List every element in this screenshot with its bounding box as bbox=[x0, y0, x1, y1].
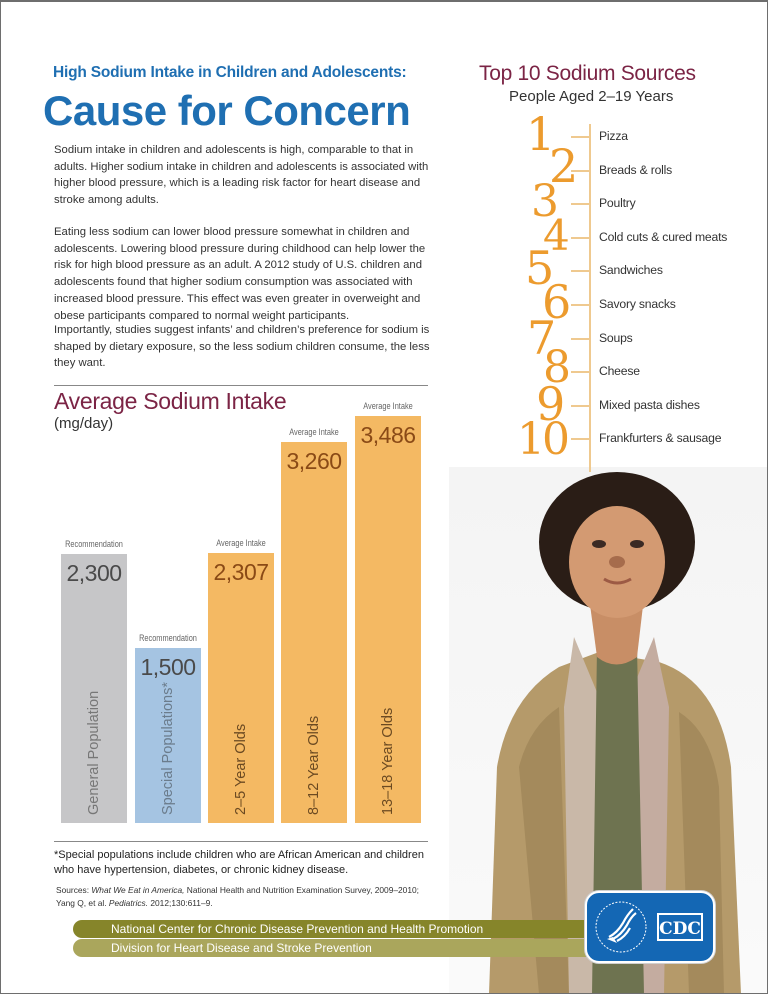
bar-special-populations: Recommendation 1,500 Special Populations… bbox=[135, 633, 201, 823]
rank-number: 4 bbox=[543, 211, 570, 260]
source-item-savory-snacks: Savory snacks bbox=[599, 297, 676, 311]
tick-line bbox=[571, 237, 590, 239]
divider bbox=[54, 841, 428, 842]
bar-value: 2,307 bbox=[213, 559, 269, 585]
bar-caption: Recommendation bbox=[139, 633, 197, 643]
bar-value: 3,486 bbox=[360, 422, 416, 448]
source-item-cheese: Cheese bbox=[599, 364, 640, 378]
rank-number: 8 bbox=[543, 342, 571, 393]
tick-line bbox=[571, 338, 590, 340]
bar-caption: Average Intake bbox=[363, 401, 413, 411]
rank-number: 2 bbox=[549, 139, 579, 193]
footer-banner-center: National Center for Chronic Disease Prev… bbox=[73, 920, 603, 938]
bar-caption: Recommendation bbox=[65, 539, 123, 549]
source-item-sandwiches: Sandwiches bbox=[599, 263, 663, 277]
intro-paragraph-1: Sodium intake in children and adolescent… bbox=[54, 144, 429, 207]
sources-suffix: 2012;130:611–9. bbox=[148, 897, 213, 908]
sources-mid: National Health and Nutrition Examinatio… bbox=[56, 885, 419, 908]
source-item-cold-cuts: Cold cuts & cured meats bbox=[599, 230, 728, 244]
source-item-pasta: Mixed pasta dishes bbox=[599, 398, 700, 412]
rank-number: 3 bbox=[531, 176, 559, 227]
bar-category: General Population bbox=[86, 690, 102, 815]
bar-value: 1,500 bbox=[140, 654, 196, 680]
bar-value: 3,260 bbox=[286, 448, 342, 474]
tick-line bbox=[571, 203, 590, 205]
bar-caption: Average Intake bbox=[216, 538, 266, 548]
rank-number: 9 bbox=[536, 377, 566, 431]
bar-general-population: Recommendation 2,300 General Population bbox=[61, 539, 127, 823]
sources-title: What We Eat in America, bbox=[91, 885, 185, 895]
rank-number: 6 bbox=[542, 275, 572, 329]
source-item-frankfurters: Frankfurters & sausage bbox=[599, 431, 722, 445]
tick-line bbox=[571, 136, 590, 138]
top10-subtitle: People Aged 2–19 Years bbox=[509, 88, 674, 105]
source-item-soups: Soups bbox=[599, 331, 633, 345]
bar-caption: Average Intake bbox=[289, 427, 339, 437]
bar-13-18-year-olds: Average Intake 3,486 13–18 Year Olds bbox=[355, 401, 421, 823]
tick-line bbox=[571, 405, 590, 407]
bar-category: 13–18 Year Olds bbox=[380, 707, 396, 815]
top10-title: Top 10 Sodium Sources bbox=[479, 62, 696, 85]
bar-8-12-year-olds: Average Intake 3,260 8–12 Year Olds bbox=[281, 427, 347, 823]
tick-line bbox=[571, 270, 590, 272]
rank-number: 5 bbox=[525, 241, 555, 295]
tick-line bbox=[571, 438, 590, 440]
sources: Sources: What We Eat in America, Nationa… bbox=[56, 884, 436, 909]
sources-journal: Pediatrics. bbox=[108, 897, 149, 908]
chart-unit: (mg/day) bbox=[54, 415, 114, 432]
bar-category: 2–5 Year Olds bbox=[233, 723, 249, 815]
intro-paragraph-3: Importantly, studies suggest infants’ an… bbox=[54, 324, 430, 370]
kicker-heading: High Sodium Intake in Children and Adole… bbox=[53, 64, 407, 81]
divider bbox=[54, 385, 428, 386]
footnote: *Special populations include children wh… bbox=[54, 849, 424, 876]
page-title: Cause for Concern bbox=[43, 87, 411, 134]
source-item-breads: Breads & rolls bbox=[599, 163, 673, 177]
intro-paragraph-2: Eating less sodium can lower blood press… bbox=[54, 226, 426, 322]
bar-value: 2,300 bbox=[66, 560, 122, 586]
source-item-poultry: Poultry bbox=[599, 196, 636, 210]
tick-line bbox=[571, 170, 590, 172]
bar-2-5-year-olds: Average Intake 2,307 2–5 Year Olds bbox=[208, 538, 274, 823]
source-item-pizza: Pizza bbox=[599, 129, 628, 143]
rank-number: 1 bbox=[526, 107, 556, 161]
hhs-eagle-icon: CDC bbox=[595, 901, 703, 953]
bar-category: 8–12 Year Olds bbox=[306, 715, 322, 815]
tick-line bbox=[571, 304, 590, 306]
chart-title: Average Sodium Intake bbox=[54, 388, 287, 414]
cdc-logo: CDC bbox=[585, 891, 715, 963]
bar-category: Special Populations* bbox=[160, 681, 176, 815]
rank-number: 10 bbox=[517, 414, 570, 465]
rank-number: 7 bbox=[527, 311, 557, 365]
svg-text:CDC: CDC bbox=[659, 919, 701, 939]
footer-banner-division: Division for Heart Disease and Stroke Pr… bbox=[73, 939, 603, 957]
top10-timeline-line bbox=[589, 124, 591, 472]
tick-line bbox=[571, 371, 590, 373]
sources-prefix: Sources: bbox=[56, 885, 92, 895]
